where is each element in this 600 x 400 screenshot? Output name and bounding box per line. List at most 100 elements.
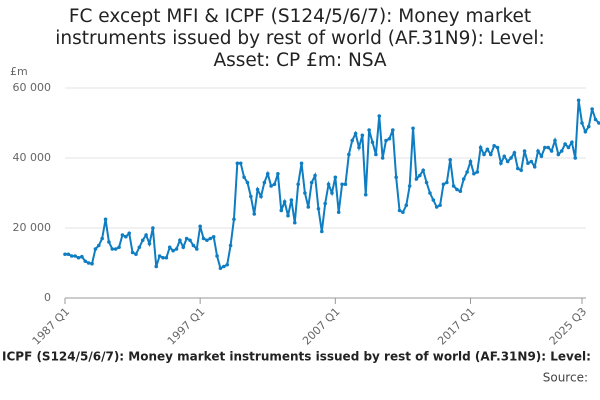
point (455, 187, 459, 192)
point (539, 154, 544, 159)
point (313, 173, 317, 178)
y-unit: £m (10, 65, 28, 78)
point (576, 98, 581, 103)
point (492, 143, 496, 148)
point (124, 234, 128, 239)
point (282, 199, 287, 204)
point (222, 264, 226, 269)
point (590, 107, 594, 111)
point (309, 180, 314, 185)
point (407, 184, 412, 188)
point (347, 152, 351, 157)
point (127, 231, 132, 236)
y-tick-label: 60 000 (13, 81, 52, 94)
point (570, 140, 574, 145)
point (532, 164, 537, 169)
point (167, 245, 172, 250)
point (418, 173, 422, 178)
point (330, 191, 334, 195)
x-tick-label: 1987 Q1 (30, 305, 73, 348)
point (390, 128, 395, 132)
point (488, 152, 493, 157)
point (566, 145, 571, 150)
point (424, 180, 429, 185)
point (66, 252, 71, 257)
point (103, 217, 108, 222)
point (512, 150, 517, 155)
point (559, 149, 564, 153)
point (465, 170, 469, 174)
point (529, 159, 534, 164)
point (296, 182, 300, 187)
point (434, 205, 439, 209)
point (573, 156, 578, 160)
y-tick-label: 20 000 (13, 221, 52, 234)
point (384, 138, 388, 143)
point (161, 255, 165, 260)
point (113, 247, 118, 251)
point (211, 234, 216, 239)
point (93, 247, 98, 251)
point (262, 180, 267, 185)
point (76, 255, 81, 260)
point (461, 177, 466, 181)
point (374, 152, 378, 157)
point (279, 208, 284, 213)
point (164, 255, 169, 260)
point (326, 182, 331, 187)
point (411, 126, 415, 131)
point (553, 138, 557, 143)
point (502, 154, 507, 159)
point (69, 254, 74, 258)
point (478, 145, 483, 150)
point (441, 182, 446, 187)
point (377, 114, 382, 118)
point (178, 238, 182, 243)
point (151, 226, 155, 230)
point (228, 243, 233, 248)
point (472, 171, 476, 176)
point (563, 142, 567, 146)
point (522, 149, 527, 153)
point (238, 161, 243, 166)
point (181, 245, 186, 250)
point (205, 238, 209, 243)
point (269, 184, 273, 188)
point (431, 198, 436, 202)
y-tick-label: 40 000 (13, 151, 52, 164)
point (299, 161, 304, 166)
point (350, 138, 355, 143)
point (235, 161, 240, 166)
point (130, 250, 135, 255)
point (174, 247, 179, 251)
source: Source: (543, 371, 588, 385)
footer: ICPF (S124/5/6/7): Money market instrume… (2, 350, 591, 364)
line (65, 100, 600, 270)
chart-title: FC except MFI & ICPF (S124/5/6/7): Money… (55, 6, 545, 71)
point (546, 145, 551, 150)
point (380, 156, 385, 160)
point (597, 121, 600, 125)
point (387, 136, 392, 141)
point (404, 203, 409, 208)
point (458, 189, 463, 194)
point (360, 133, 365, 138)
point (289, 198, 294, 202)
point (232, 217, 236, 222)
point (276, 171, 280, 176)
point (549, 149, 554, 153)
point (482, 152, 486, 157)
point (225, 262, 229, 267)
point (414, 177, 419, 181)
point (509, 156, 513, 160)
point (80, 254, 84, 259)
point (428, 191, 432, 195)
point (499, 161, 503, 166)
point (218, 266, 223, 271)
point (292, 220, 297, 225)
point (353, 131, 358, 136)
point (397, 208, 402, 213)
point (134, 252, 138, 257)
point (336, 210, 341, 215)
